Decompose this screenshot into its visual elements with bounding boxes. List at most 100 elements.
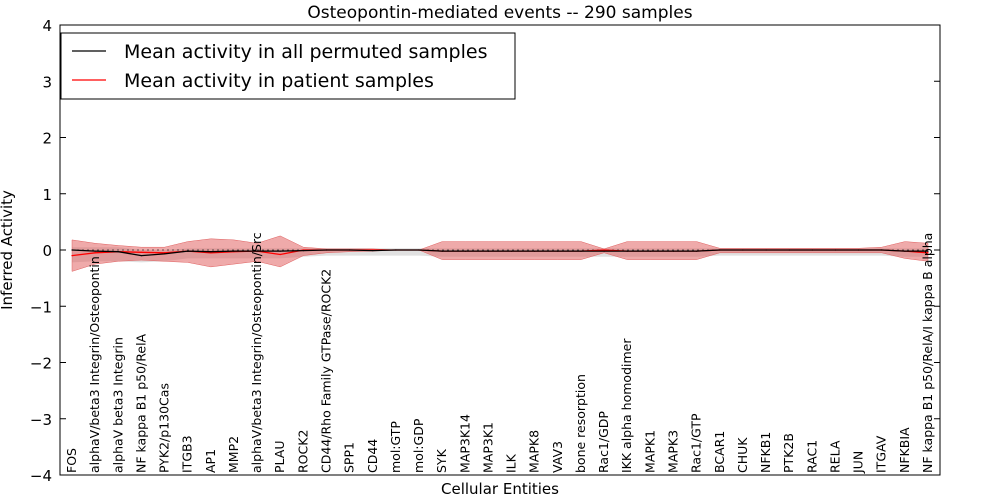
data-point-permuted bbox=[187, 250, 189, 252]
data-point-permuted bbox=[117, 251, 119, 253]
data-point-patient bbox=[163, 252, 166, 254]
x-tick-label: NFKB1 bbox=[758, 432, 773, 473]
x-tick-label: MMP2 bbox=[226, 436, 241, 473]
chart-title: Osteopontin-mediated events -- 290 sampl… bbox=[307, 3, 692, 23]
x-tick-label: ITGB3 bbox=[180, 435, 195, 473]
data-point-permuted bbox=[672, 250, 675, 252]
data-point-permuted bbox=[858, 249, 860, 251]
x-tick-label: MAP3K14 bbox=[457, 414, 472, 473]
x-tick-label: JUN bbox=[851, 451, 866, 474]
x-tick-label: PLAU bbox=[272, 441, 287, 474]
legend-box bbox=[60, 32, 516, 100]
x-tick-label: ILK bbox=[504, 453, 519, 473]
data-point-patient bbox=[603, 249, 605, 251]
data-point-permuted bbox=[881, 249, 883, 251]
x-tick-label: alphaV/beta3 Integrin/Osteopontin/Src bbox=[249, 232, 264, 473]
data-point-permuted bbox=[603, 250, 605, 252]
data-point-permuted bbox=[626, 250, 628, 252]
data-point-permuted bbox=[71, 249, 73, 251]
x-tick-label: CHUK bbox=[735, 437, 750, 473]
x-tick-label: Rac1/GTP bbox=[689, 413, 704, 473]
y-tick-label: 4 bbox=[42, 17, 52, 35]
x-tick-label: mol:GDP bbox=[411, 418, 426, 473]
data-point-permuted bbox=[742, 249, 744, 251]
x-tick-label: ITGAV bbox=[874, 435, 889, 473]
y-tick-label: 0 bbox=[42, 242, 52, 260]
x-tick-label: RAC1 bbox=[804, 440, 819, 473]
data-point-permuted bbox=[94, 250, 96, 252]
series-lines bbox=[71, 249, 929, 257]
x-tick-label: Rac1/GDP bbox=[596, 411, 611, 473]
y-tick-label: −4 bbox=[30, 467, 52, 485]
legend-label-patient: Mean activity in patient samples bbox=[124, 70, 434, 92]
x-tick-label: alphaV/beta3 Integrin/Osteopontin bbox=[87, 256, 102, 473]
data-point-permuted bbox=[395, 249, 397, 251]
data-point-permuted bbox=[557, 250, 559, 252]
data-point-patient bbox=[140, 251, 142, 253]
confidence-bands bbox=[71, 235, 929, 272]
data-point-permuted bbox=[487, 250, 489, 252]
x-tick-label: FOS bbox=[64, 448, 79, 473]
x-tick-label: MAPK1 bbox=[642, 430, 657, 473]
data-point-permuted bbox=[696, 250, 698, 252]
data-point-permuted bbox=[302, 250, 304, 252]
y-tick-label: 2 bbox=[42, 130, 52, 148]
y-tick-label: −2 bbox=[30, 355, 52, 373]
data-point-patient bbox=[71, 255, 73, 257]
x-tick-label: alphaV beta3 Integrin bbox=[110, 337, 125, 473]
x-tick-label: SYK bbox=[434, 448, 449, 473]
x-tick-label: CD44/Rho Family GTPase/ROCK2 bbox=[319, 269, 334, 473]
data-point-permuted bbox=[719, 249, 721, 251]
x-tick-label: NF kappa B1 p50/RelA/I kappa B alpha bbox=[920, 233, 935, 473]
x-tick-label: NF kappa B1 p50/RelA bbox=[133, 333, 148, 473]
data-point-permuted bbox=[418, 249, 420, 251]
x-tick-label: CD44 bbox=[365, 439, 380, 473]
x-tick-label: IKK alpha homodimer bbox=[619, 338, 634, 473]
data-point-permuted bbox=[325, 249, 328, 251]
x-axis-tick-labels: FOS alphaV/beta3 Integrin/Osteopontin alph… bbox=[64, 232, 935, 474]
x-tick-label: AP1 bbox=[203, 449, 218, 473]
x-tick-label: VAV3 bbox=[550, 441, 565, 473]
data-point-permuted bbox=[580, 250, 582, 252]
data-point-permuted bbox=[140, 255, 142, 257]
data-point-permuted bbox=[811, 249, 813, 251]
x-tick-label: NFKBIA bbox=[897, 427, 912, 473]
x-tick-label: PTK2B bbox=[781, 433, 796, 473]
data-point-permuted bbox=[210, 251, 212, 253]
x-tick-label: BCAR1 bbox=[712, 431, 727, 473]
data-point-permuted bbox=[511, 250, 513, 252]
legend-label-permuted: Mean activity in all permuted samples bbox=[124, 41, 487, 63]
y-axis-ticks: −4 −3 −2 −1 0 1 2 3 4 bbox=[30, 17, 940, 485]
data-point-patient bbox=[210, 252, 212, 254]
x-tick-label: PYK2/p130Cas bbox=[157, 383, 172, 473]
data-point-permuted bbox=[904, 250, 906, 252]
x-tick-label: bone resorption bbox=[573, 374, 588, 473]
band-patient bbox=[71, 235, 929, 272]
data-point-patient bbox=[279, 253, 281, 256]
y-tick-label: 3 bbox=[42, 73, 52, 91]
legend: Mean activity in all permuted samples Me… bbox=[60, 32, 516, 100]
data-point-permuted bbox=[441, 250, 443, 252]
x-tick-label: mol:GTP bbox=[388, 421, 403, 473]
data-point-permuted bbox=[788, 249, 790, 251]
x-tick-label: RELA bbox=[828, 440, 843, 473]
data-point-patient bbox=[927, 252, 929, 254]
data-point-permuted bbox=[256, 250, 258, 252]
data-point-permuted bbox=[233, 250, 235, 252]
y-tick-label: −1 bbox=[30, 298, 52, 316]
data-point-permuted bbox=[534, 250, 536, 252]
data-point-permuted bbox=[834, 249, 837, 251]
x-tick-label: SPP1 bbox=[342, 442, 357, 473]
x-tick-label: MAPK3 bbox=[666, 430, 681, 473]
series-line-permuted bbox=[71, 249, 928, 257]
data-point-permuted bbox=[279, 250, 281, 252]
data-point-permuted bbox=[163, 253, 166, 255]
y-axis-label: Inferred Activity bbox=[0, 190, 16, 310]
x-tick-label: MAPK8 bbox=[527, 430, 542, 473]
data-point-permuted bbox=[349, 249, 351, 251]
data-point-permuted bbox=[927, 250, 929, 252]
y-tick-label: −3 bbox=[30, 411, 52, 429]
data-point-permuted bbox=[765, 249, 767, 251]
data-point-patient bbox=[94, 252, 96, 254]
